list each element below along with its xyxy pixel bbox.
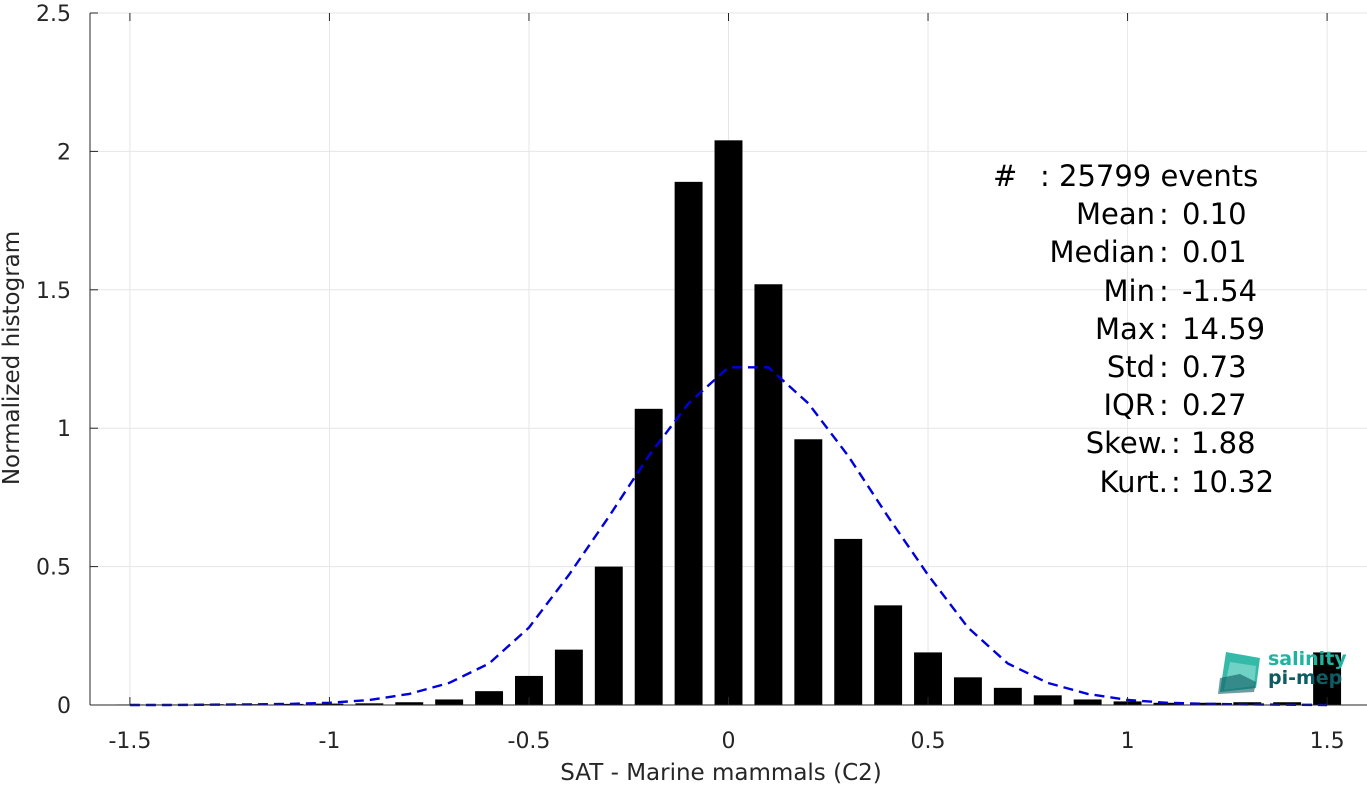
stat-value: 0.01	[1182, 235, 1247, 270]
histogram-bar	[674, 181, 703, 705]
histogram-bar	[275, 703, 304, 705]
histogram-bar	[1033, 695, 1062, 705]
axes	[89, 12, 1367, 706]
stat-value: 0.10	[1182, 197, 1247, 232]
y-tick-label: 0	[57, 694, 71, 719]
statistics-box: #:25799 events Mean:0.10 Median:0.01 Min: -1…	[960, 157, 1280, 501]
y-tick-label: 1.5	[36, 279, 71, 304]
stat-value: 0.73	[1182, 349, 1247, 384]
logo-text-pi-mep: pi-mep	[1268, 667, 1343, 689]
histogram-bar	[754, 284, 783, 705]
stat-key: Min	[1103, 273, 1155, 308]
histogram-bar	[953, 677, 982, 705]
x-tick-label: 0	[722, 729, 736, 754]
stat-row: Skew.:1.88	[960, 424, 1280, 462]
y-tick-label: 1	[57, 417, 71, 442]
stat-value: 14.59	[1182, 311, 1266, 346]
histogram-bar	[714, 140, 743, 705]
x-tick-label: -1	[318, 729, 340, 754]
x-tick-label: 1.5	[1310, 729, 1345, 754]
histogram-bar	[395, 702, 424, 705]
stat-key: #	[993, 159, 1018, 193]
x-tick-label: 0.5	[911, 729, 946, 754]
stat-row: Mean:0.10	[960, 195, 1280, 233]
histogram-bars	[115, 140, 1342, 706]
histogram-bar	[634, 408, 663, 705]
histogram-bar	[874, 605, 903, 705]
histogram-bar	[914, 652, 942, 705]
stat-separator: :	[1159, 273, 1169, 308]
stat-row: IQR:0.27	[960, 386, 1280, 424]
y-tick-label: 0.5	[36, 556, 71, 581]
stat-row: Min: -1.54	[960, 272, 1280, 310]
stat-separator: :	[1159, 388, 1169, 423]
stat-key: IQR	[1103, 388, 1155, 423]
stat-key: Skew.	[1085, 426, 1168, 461]
stat-key: Median	[1049, 235, 1155, 270]
y-tick-label: 2	[57, 140, 71, 165]
stat-row: Std:0.73	[960, 348, 1280, 386]
stat-key: Kurt.	[1099, 464, 1168, 499]
histogram-bar	[355, 703, 384, 705]
histogram-bar	[1313, 652, 1342, 705]
stat-value: 10.32	[1191, 464, 1275, 499]
stat-separator: :	[1159, 349, 1169, 384]
stat-value: -1.54	[1182, 273, 1258, 308]
stat-row: Median:0.01	[960, 233, 1280, 271]
x-axis-label: SAT - Marine mammals (C2)	[560, 760, 882, 785]
x-tick-label: -1.5	[108, 729, 151, 754]
stat-value: 0.27	[1182, 388, 1247, 423]
stat-separator: :	[1159, 197, 1169, 232]
stat-row: Max:14.59	[960, 310, 1280, 348]
salinity-pi-mep-logo: salinity pi-mep	[1216, 646, 1351, 696]
histogram-bar	[794, 439, 823, 705]
histogram-bar	[834, 538, 863, 705]
stat-value: 1.88	[1191, 426, 1256, 461]
stat-row: Kurt.:10.32	[960, 463, 1280, 501]
stat-separator: :	[1159, 311, 1169, 346]
histogram-bar	[1073, 699, 1102, 705]
y-tick-labels: 0 0.5 1 1.5 2 2.5	[36, 2, 71, 719]
x-tick-labels: -1.5 -1 -0.5 0 0.5 1 1.5	[108, 729, 1344, 754]
x-tick-label: -0.5	[508, 729, 551, 754]
histogram-bar	[993, 687, 1022, 705]
x-tick-label: 1	[1121, 729, 1135, 754]
y-axis-label: Normalized histogram	[0, 231, 25, 485]
histogram-bar	[594, 566, 623, 705]
logo-text-salinity: salinity	[1268, 648, 1347, 670]
stat-separator: :	[1171, 464, 1181, 499]
stat-key: Mean	[1075, 197, 1155, 232]
logo-icon	[1218, 652, 1260, 694]
stat-separator: :	[1171, 426, 1181, 461]
stat-value: 25799 events	[1059, 159, 1259, 193]
histogram-bar	[435, 699, 464, 705]
stat-separator: :	[1040, 159, 1050, 193]
histogram-bar	[475, 691, 504, 705]
stat-separator: :	[1159, 235, 1169, 270]
stat-key: Max	[1095, 311, 1155, 346]
stat-row: #:25799 events	[960, 157, 1280, 195]
histogram-bar	[554, 649, 583, 705]
stat-key: Std	[1106, 349, 1155, 384]
y-tick-label: 2.5	[36, 2, 71, 27]
